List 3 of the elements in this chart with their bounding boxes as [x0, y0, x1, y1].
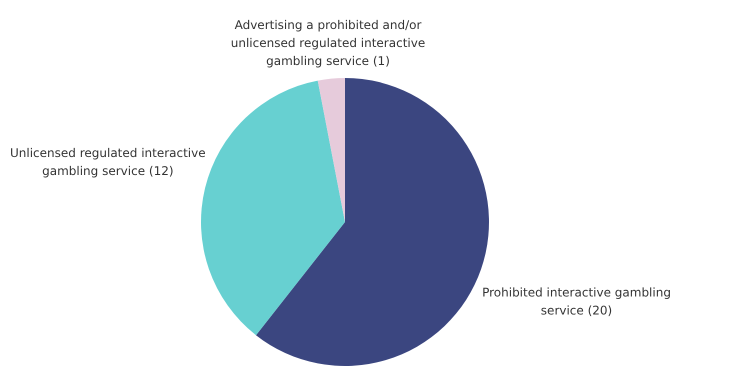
- slice-label: Prohibited interactive gambling service (20): [482, 285, 671, 318]
- slice-label: Advertising a prohibited and/or unlicensed regulated interactive gambling service (1): [230, 18, 426, 68]
- slice-label: Unlicensed regulated interactive gambling service (12): [10, 146, 206, 178]
